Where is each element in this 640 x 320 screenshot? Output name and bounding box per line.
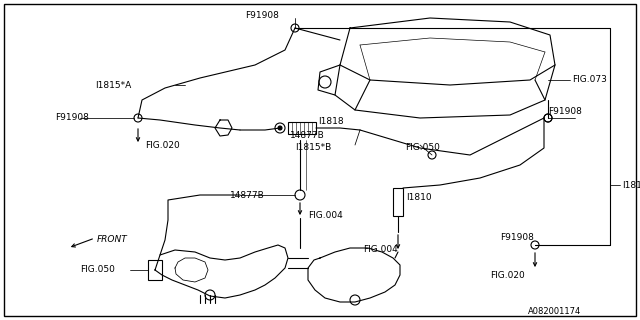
Text: FIG.004: FIG.004 (363, 245, 397, 254)
Text: FIG.004: FIG.004 (308, 211, 343, 220)
Text: F91908: F91908 (500, 234, 534, 243)
Text: F91908: F91908 (55, 114, 89, 123)
Text: A082001174: A082001174 (528, 308, 581, 316)
Bar (393, 188, 403, 216)
Text: 14877B: 14877B (290, 132, 324, 140)
Text: F91908: F91908 (548, 108, 582, 116)
Text: FIG.020: FIG.020 (490, 270, 525, 279)
Bar (148, 260, 162, 280)
Text: 14877B: 14877B (230, 190, 265, 199)
Text: F91908: F91908 (245, 11, 279, 20)
Text: I1815*A: I1815*A (95, 81, 131, 90)
Bar (288, 122, 316, 134)
Text: I1818: I1818 (318, 117, 344, 126)
Text: I1810: I1810 (406, 194, 431, 203)
Text: FIG.020: FIG.020 (145, 140, 180, 149)
Text: I1815*B: I1815*B (295, 143, 332, 153)
Text: FIG.050: FIG.050 (405, 143, 440, 153)
Circle shape (278, 126, 282, 130)
Text: FRONT: FRONT (97, 236, 128, 244)
Text: I1815A: I1815A (622, 180, 640, 189)
Text: FIG.050: FIG.050 (80, 266, 115, 275)
Text: FIG.073: FIG.073 (572, 76, 607, 84)
